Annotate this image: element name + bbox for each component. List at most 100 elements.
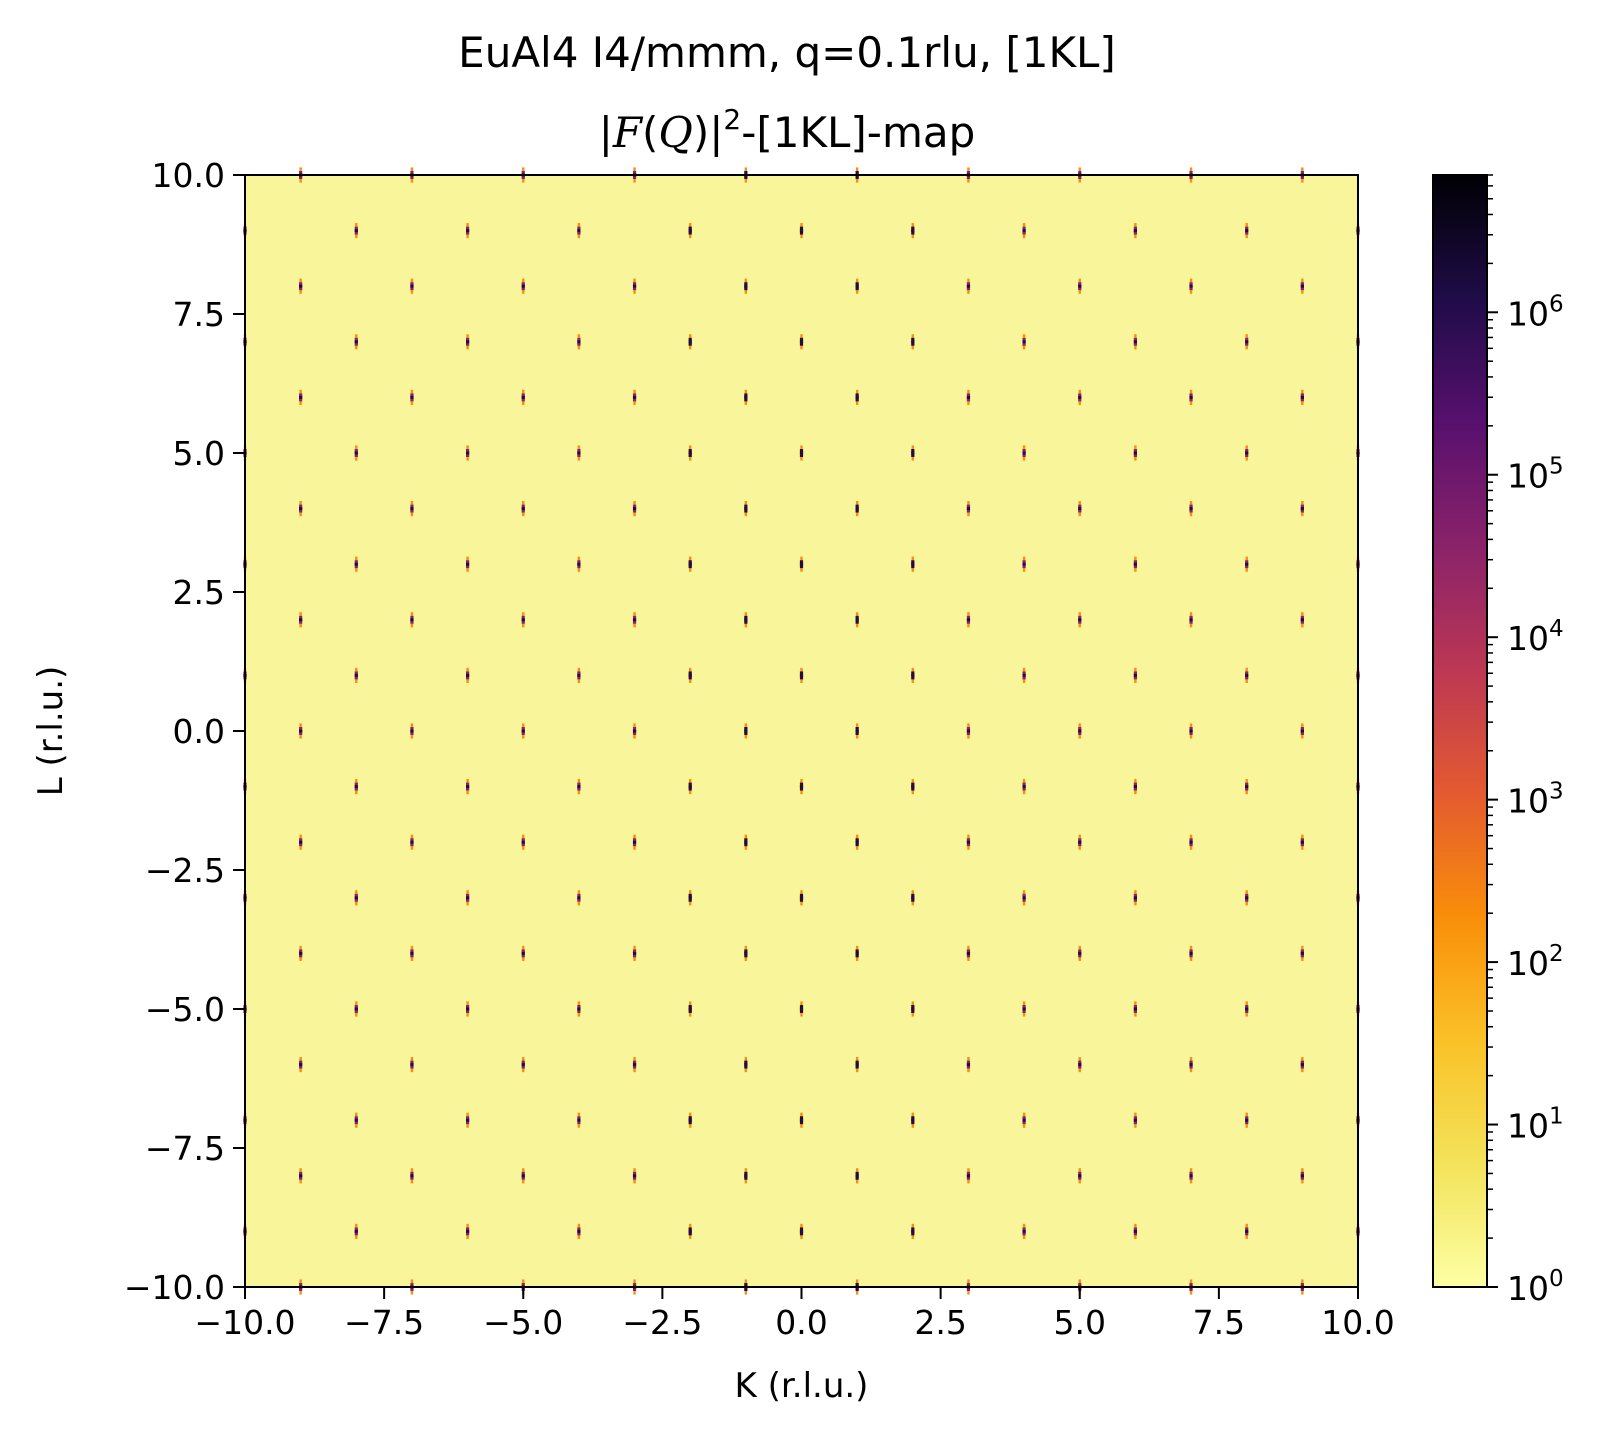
satellite-peak <box>410 1168 414 1172</box>
peak-center <box>521 1174 525 1178</box>
peak-center <box>1189 729 1193 733</box>
peak-center <box>688 896 692 900</box>
peak-center <box>577 1229 581 1233</box>
satellite-peak <box>855 834 859 839</box>
bragg-peak <box>855 1057 859 1073</box>
peak-center <box>1189 507 1193 511</box>
satellite-peak <box>466 1001 469 1005</box>
satellite-peak <box>1245 334 1248 338</box>
satellite-peak <box>1301 501 1304 505</box>
peak-center <box>911 785 915 789</box>
peak-center <box>1078 507 1082 511</box>
bragg-peak <box>354 334 358 350</box>
peak-center <box>966 395 971 399</box>
satellite-peak <box>633 723 636 727</box>
peak-center <box>1245 1118 1249 1122</box>
y-tick-label: 0.0 <box>173 712 225 751</box>
bragg-peak <box>410 723 414 739</box>
satellite-peak <box>1245 1112 1248 1117</box>
y-tick-label: 10.0 <box>152 156 225 195</box>
bragg-peak <box>1078 501 1082 517</box>
satellite-peak <box>800 901 803 906</box>
satellite-peak <box>1245 234 1248 239</box>
satellite-peak <box>967 1057 970 1061</box>
peak-center <box>1245 451 1249 455</box>
peak-center <box>911 229 915 233</box>
bragg-peak <box>744 834 748 850</box>
bragg-peak <box>521 723 525 739</box>
bragg-peak <box>911 556 915 572</box>
satellite-peak <box>1134 234 1137 239</box>
satellite-peak <box>800 234 803 239</box>
satellite-peak <box>577 1112 581 1117</box>
bragg-peak <box>744 723 748 739</box>
satellite-peak <box>1189 945 1193 950</box>
peak-center <box>410 729 414 733</box>
satellite-peak <box>577 1001 581 1005</box>
satellite-peak <box>1022 890 1026 894</box>
satellite-peak <box>1022 1013 1026 1017</box>
satellite-peak <box>800 1223 803 1228</box>
bragg-peak <box>299 723 303 739</box>
peak-center <box>354 673 358 677</box>
bragg-peak <box>744 278 748 294</box>
peak-center <box>799 673 804 677</box>
satellite-peak <box>299 834 302 839</box>
peak-center <box>1189 618 1193 622</box>
bragg-peak <box>354 890 358 906</box>
satellite-peak <box>1245 890 1248 894</box>
satellite-peak <box>1022 457 1026 461</box>
peak-center <box>632 951 637 955</box>
peak-center <box>299 729 303 733</box>
peak-center <box>1189 395 1193 399</box>
bragg-peak <box>632 501 637 517</box>
bragg-peak <box>1189 834 1193 850</box>
satellite-peak <box>299 389 302 394</box>
colorbar-tick-label: 102 <box>1507 941 1564 983</box>
peak-center <box>855 840 859 844</box>
satellite-peak <box>522 834 525 839</box>
peak-center <box>354 1229 358 1233</box>
x-axis-label: K (r.l.u.) <box>735 1366 869 1406</box>
peak-center <box>466 1007 470 1011</box>
satellite-peak <box>577 1013 581 1017</box>
peak-center <box>799 229 804 233</box>
satellite-peak <box>911 1124 914 1128</box>
peak-center <box>632 729 637 733</box>
satellite-peak <box>744 1068 748 1073</box>
satellite-peak <box>689 556 692 561</box>
satellite-peak <box>466 334 469 338</box>
satellite-peak <box>410 1291 414 1295</box>
peak-center <box>354 1007 358 1011</box>
peak-center <box>1189 284 1193 288</box>
satellite-peak <box>744 957 748 961</box>
peak-center <box>1300 507 1304 511</box>
satellite-peak <box>577 667 581 672</box>
x-tick-label: −10.0 <box>194 1303 295 1342</box>
bragg-peak <box>688 890 692 906</box>
satellite-peak <box>855 278 859 283</box>
satellite-peak <box>1022 556 1026 561</box>
peak-center <box>688 1007 692 1011</box>
satellite-peak <box>1134 901 1137 906</box>
peak-center <box>577 1007 581 1011</box>
satellite-peak <box>299 612 302 616</box>
peak-center <box>521 395 525 399</box>
bragg-peak <box>744 612 748 628</box>
bragg-peak <box>410 278 414 294</box>
peak-center <box>1300 840 1304 844</box>
satellite-peak <box>466 679 469 683</box>
bragg-peak <box>1133 1223 1137 1239</box>
satellite-peak <box>522 735 525 739</box>
subtitle-bar-left: | <box>598 108 613 157</box>
bragg-peak <box>1078 945 1082 961</box>
peak-center <box>911 562 915 566</box>
y-tick-label: −2.5 <box>145 851 225 890</box>
satellite-peak <box>1245 556 1248 561</box>
bragg-peak <box>1189 945 1193 961</box>
peak-center <box>966 840 971 844</box>
bragg-peak <box>966 501 971 517</box>
satellite-peak <box>299 1068 302 1073</box>
peak-center <box>466 785 470 789</box>
